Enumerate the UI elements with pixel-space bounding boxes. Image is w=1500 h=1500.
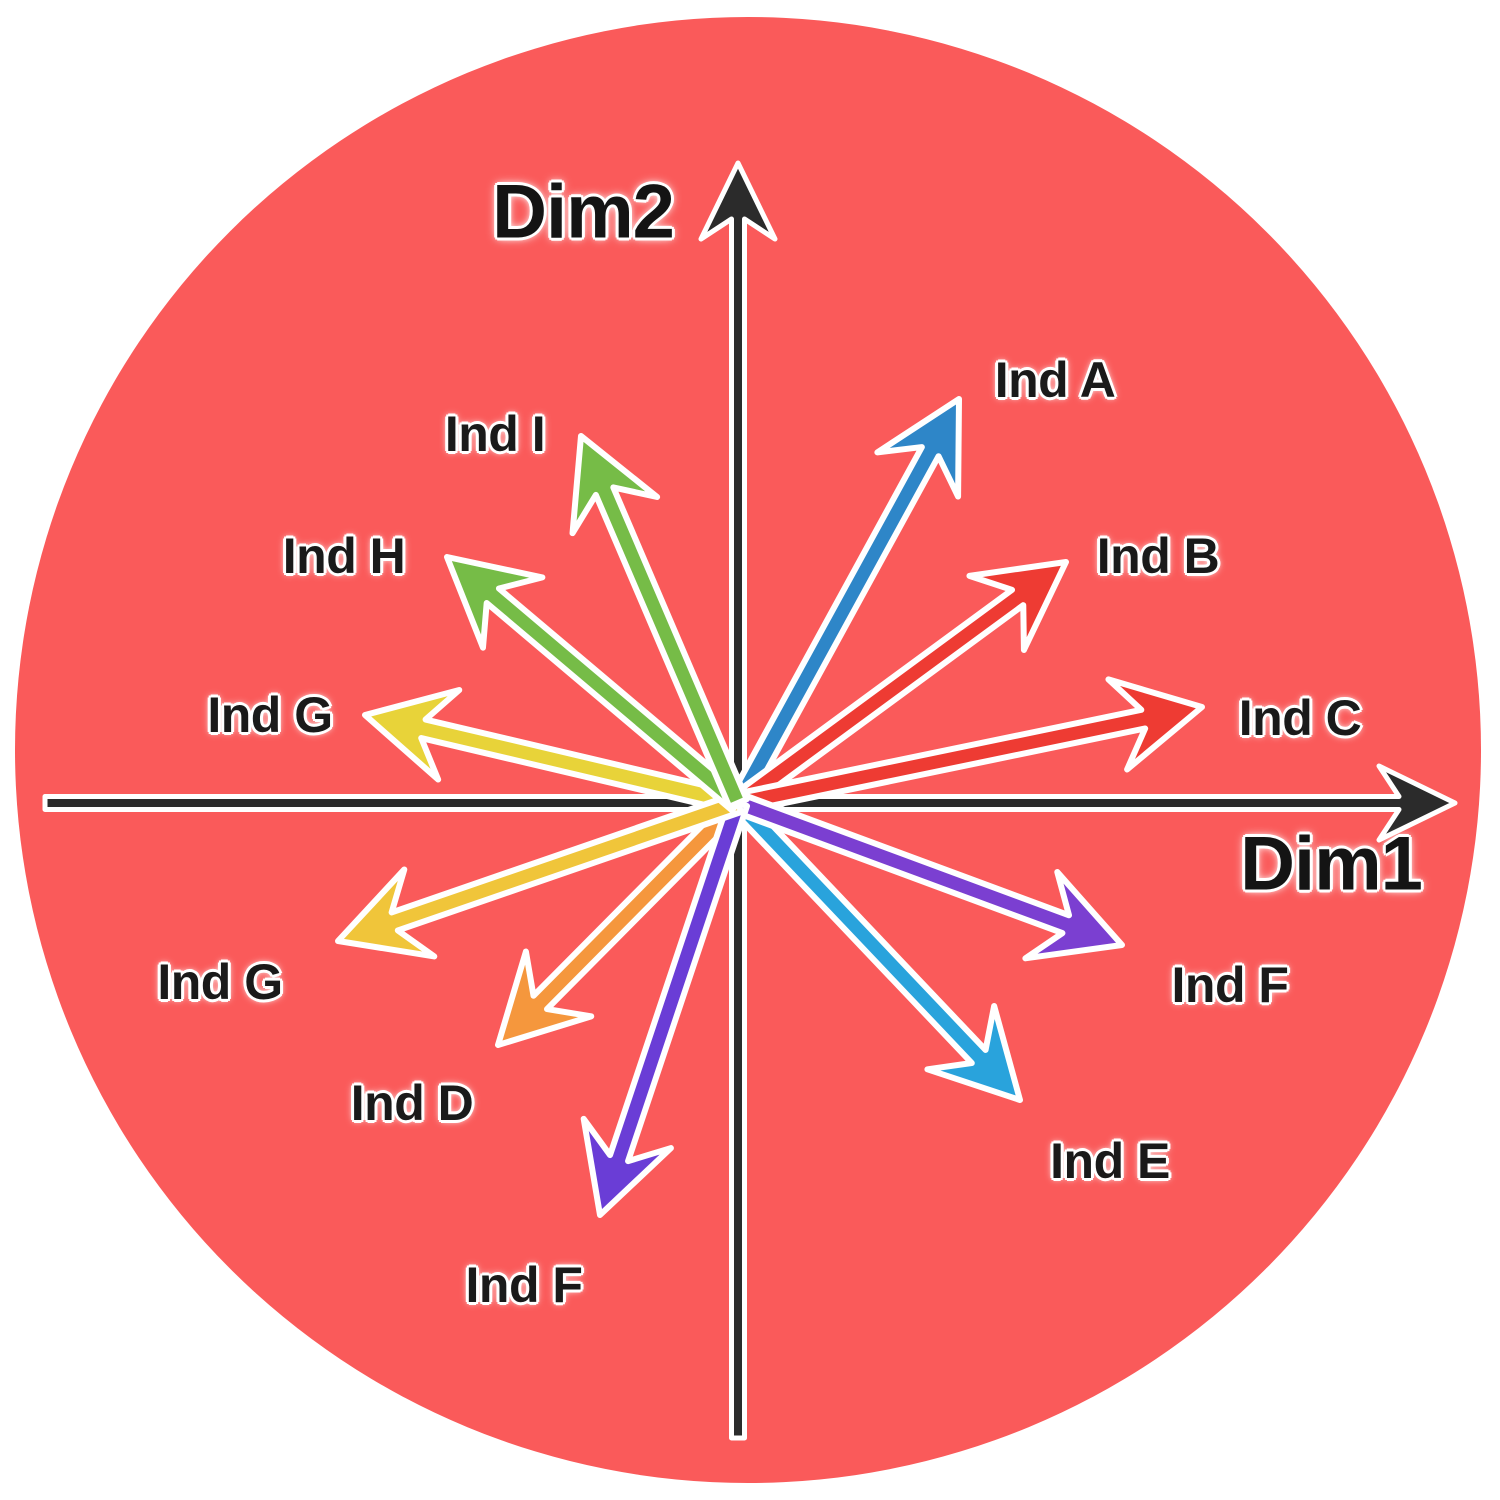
vector-arrow-ind-c-2 xyxy=(733,676,1205,816)
vector-arrow-ind-g-7 xyxy=(362,686,744,816)
vector-arrow-ind-g-8 xyxy=(335,791,745,960)
correlation-circle-background xyxy=(15,17,1481,1483)
vector-arrow-ind-f-5 xyxy=(731,791,1125,962)
vector-arrow-ind-f-6 xyxy=(580,796,751,1218)
vector-arrow-ind-e-4 xyxy=(728,793,1023,1103)
vector-arrows-group xyxy=(335,396,1205,1218)
vector-arrow-ind-a-0 xyxy=(726,396,962,811)
vector-arrow-ind-i-10 xyxy=(569,433,750,810)
vector-arrow-ind-b-1 xyxy=(729,559,1069,814)
vector-arrow-ind-h-9 xyxy=(444,554,748,814)
